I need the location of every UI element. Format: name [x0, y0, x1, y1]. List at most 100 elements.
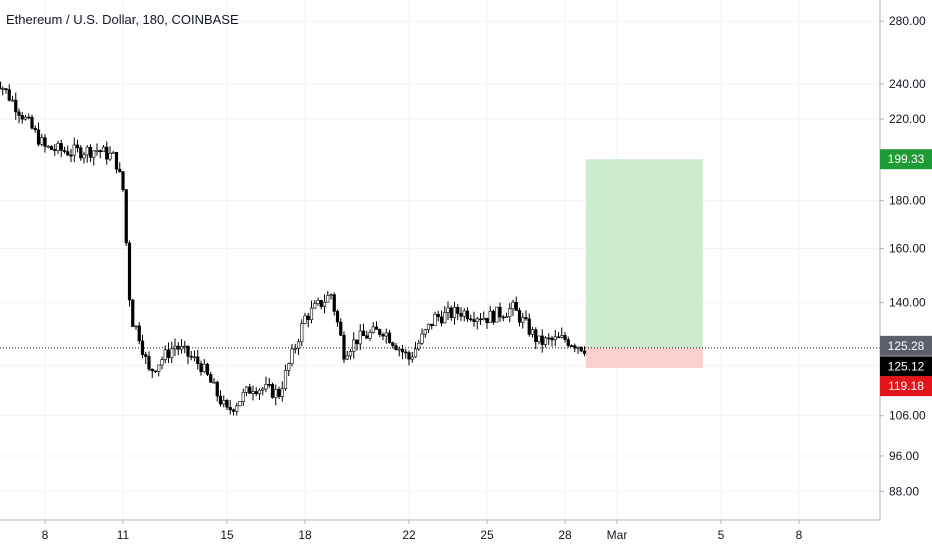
x-tick-label: 11 [117, 528, 130, 542]
y-tick-label: 96.00 [889, 449, 919, 463]
candle-body [183, 345, 187, 348]
candle-body [439, 316, 444, 324]
x-tick-label: 22 [402, 528, 416, 542]
y-tick-label: 106.00 [889, 409, 926, 423]
candle-body [192, 356, 197, 359]
candle-body [75, 144, 80, 149]
candle-body [36, 129, 41, 145]
candle-body [397, 348, 401, 351]
candle-body [17, 111, 21, 116]
current-price-badge-text: 125.12 [888, 359, 925, 373]
candle-body [300, 323, 304, 343]
y-tick-label: 140.00 [889, 296, 926, 310]
candle-body [465, 310, 470, 320]
candle-body [342, 334, 346, 360]
candle-body [134, 325, 138, 328]
candle-body [368, 332, 372, 339]
candle-body [335, 311, 340, 323]
candle-body [543, 337, 548, 345]
candle-body [322, 301, 327, 307]
candle-body [309, 307, 314, 321]
candle-body [365, 335, 369, 339]
entry-price-badge-text: 125.28 [888, 339, 925, 353]
candle-body [472, 319, 476, 322]
candle-body [339, 321, 343, 336]
candle-body [264, 384, 268, 390]
candle-body [127, 242, 132, 301]
candle-body [235, 405, 239, 412]
candle-body [326, 295, 330, 303]
candle-body [1, 88, 5, 90]
candle-body [170, 348, 174, 358]
candle-body [23, 116, 28, 120]
candle-body [345, 355, 349, 360]
x-tick-label: 8 [796, 528, 803, 542]
candle-body [420, 333, 424, 344]
candle-body [316, 300, 320, 304]
candle-body [254, 391, 258, 395]
candlestick-series [0, 81, 880, 416]
candle-body [329, 294, 333, 296]
candle-body [517, 310, 522, 323]
candle-body [225, 400, 229, 408]
candle-body [387, 332, 392, 344]
candle-body [215, 381, 219, 397]
candle-body [69, 154, 73, 157]
candle-body [251, 391, 255, 394]
candle-body [147, 356, 151, 370]
candle-body [378, 329, 382, 335]
candle-body [66, 151, 70, 156]
candle-body [332, 294, 336, 312]
candle-body [166, 349, 171, 358]
candle-body [261, 388, 265, 391]
candle-body [485, 317, 489, 324]
candle-body [43, 137, 47, 147]
candle-body [248, 386, 252, 394]
y-tick-label: 160.00 [889, 241, 926, 255]
candle-body [46, 145, 50, 148]
candle-body [478, 318, 483, 321]
candle-body [352, 339, 356, 352]
candle-body [257, 389, 262, 395]
x-tick-label: 25 [480, 528, 494, 542]
candle-body [436, 314, 440, 318]
candle-body [118, 168, 122, 172]
stop-loss-zone[interactable] [585, 347, 703, 369]
candle-body [53, 149, 57, 151]
candle-body [296, 341, 301, 349]
candle-body [274, 388, 278, 398]
candle-body [290, 348, 294, 365]
candle-body [199, 363, 203, 373]
candle-body [553, 336, 557, 341]
candle-body [101, 146, 106, 152]
candle-body [30, 117, 34, 129]
candle-body [33, 127, 37, 131]
profit-zone[interactable] [585, 159, 703, 348]
candle-body [277, 388, 281, 397]
candle-body [560, 335, 564, 338]
candle-body [384, 332, 388, 337]
candle-body [228, 406, 232, 411]
candle-body [319, 300, 323, 307]
candle-body [459, 313, 463, 317]
candle-body [501, 316, 505, 319]
candle-body [244, 386, 249, 393]
candle-body [534, 329, 538, 342]
candle-body [40, 137, 44, 145]
candle-body [218, 395, 223, 405]
y-tick-label: 220.00 [889, 112, 926, 126]
candle-body [449, 307, 453, 318]
candle-body [95, 150, 99, 152]
candle-body [358, 330, 362, 345]
candle-body [433, 314, 437, 327]
candle-body [212, 381, 216, 384]
candle-body [511, 301, 515, 310]
candle-body [563, 335, 567, 340]
candle-body [267, 384, 271, 386]
candle-body [423, 329, 427, 335]
current-price-badge [880, 356, 932, 377]
candle-body [270, 384, 275, 398]
candle-body [173, 345, 177, 350]
stop-price-badge [880, 376, 932, 397]
